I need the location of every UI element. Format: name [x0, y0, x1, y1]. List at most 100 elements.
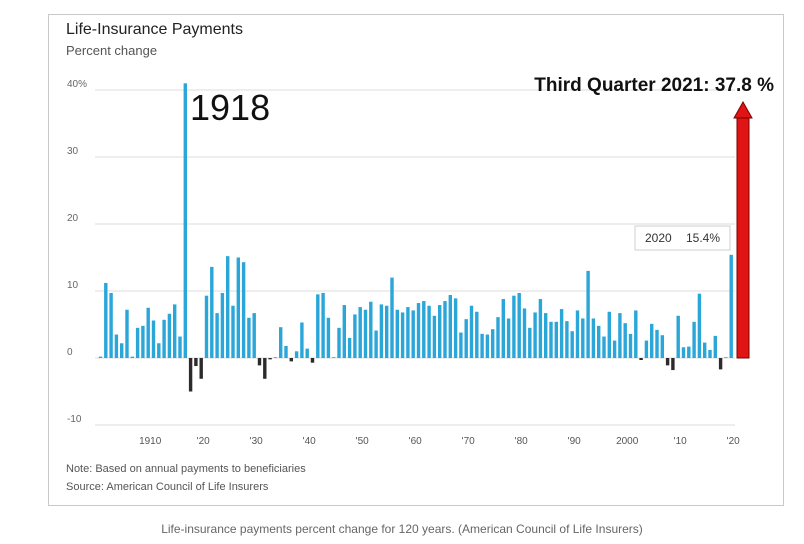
bar-1998 [612, 340, 617, 358]
bar-1908 [135, 327, 140, 358]
bar-1958 [400, 312, 405, 358]
bar-2012 [687, 346, 691, 358]
bar-1973 [480, 333, 484, 358]
bar-1926 [231, 305, 235, 358]
bar-1950 [358, 307, 362, 358]
y-tick-label: 0 [67, 347, 73, 358]
bar-1976 [496, 317, 500, 358]
bar-1994 [591, 318, 596, 358]
bar-1981 [522, 308, 527, 358]
bar-1954 [379, 304, 384, 358]
bar-1943 [321, 293, 325, 358]
chart-note: Note: Based on annual payments to benefi… [66, 463, 306, 475]
bar-1999 [618, 313, 622, 358]
bar-2000 [623, 323, 627, 358]
x-tick-label: '10 [674, 436, 687, 447]
bar-1925 [226, 256, 230, 358]
bar-2008 [665, 358, 670, 366]
bar-1986 [549, 321, 553, 358]
bar-1915 [173, 304, 177, 358]
bar-1964 [432, 315, 437, 358]
bar-1983 [533, 312, 537, 358]
x-tick-label: '20 [197, 436, 210, 447]
bar-1935 [279, 327, 283, 358]
bar-1957 [395, 309, 399, 358]
bar-2003 [639, 358, 643, 361]
bar-1972 [475, 311, 479, 358]
bar-1904 [114, 334, 119, 358]
bar-1967 [448, 295, 452, 358]
bar-1949 [353, 314, 357, 358]
bar-1974 [485, 334, 490, 358]
bar-2002 [634, 310, 638, 358]
bar-2011 [681, 347, 686, 358]
bar-1969 [459, 332, 463, 358]
bar-1978 [506, 318, 511, 358]
bar-1921 [204, 295, 209, 358]
bar-1903 [109, 293, 113, 358]
bar-2014 [697, 293, 702, 358]
chart-title: Life-Insurance Payments [66, 21, 243, 38]
bar-1992 [581, 318, 585, 358]
bar-1907 [130, 356, 134, 358]
bar-1960 [411, 310, 415, 358]
x-tick-label: '50 [356, 436, 369, 447]
bar-1916 [178, 336, 182, 358]
bar-1929 [247, 317, 251, 358]
bar-1939 [300, 322, 304, 358]
bar-1990 [570, 331, 574, 358]
bar-1989 [565, 321, 569, 358]
x-tick-label: '90 [568, 436, 581, 447]
bar-1945 [332, 357, 336, 358]
bar-1982 [528, 327, 532, 358]
bar-1947 [342, 305, 346, 358]
x-tick-label: '30 [250, 436, 263, 447]
bar-1970 [464, 319, 468, 358]
bar-1944 [326, 317, 331, 358]
tooltip-year: 2020 [645, 231, 672, 245]
bar-1975 [491, 329, 495, 358]
bar-1956 [390, 277, 394, 358]
bar-1984 [538, 299, 543, 358]
bar-2015 [703, 342, 707, 358]
headline-annotation: Third Quarter 2021: 37.8 % [534, 75, 774, 96]
bar-2019 [724, 357, 728, 358]
bar-1971 [469, 305, 474, 358]
y-tick-label: 30 [67, 146, 79, 157]
bar-1905 [120, 343, 124, 358]
chart-source: Source: American Council of Life Insurer… [66, 481, 269, 493]
bar-1917 [183, 83, 187, 359]
bar-2004 [644, 340, 649, 358]
bar-1965 [438, 305, 442, 358]
bar-1966 [443, 301, 447, 358]
bar-1991 [575, 310, 580, 358]
bar-1906 [125, 309, 129, 358]
bar-1985 [544, 313, 548, 358]
bar-1914 [167, 313, 172, 358]
bar-1919 [194, 358, 198, 367]
bar-2020 [729, 254, 733, 358]
chart-frame [48, 14, 784, 506]
bar-1941 [310, 358, 315, 363]
bar-1963 [427, 305, 431, 358]
bar-1928 [241, 262, 246, 358]
bar-1979 [512, 295, 516, 358]
bar-2005 [650, 323, 654, 358]
bar-1951 [363, 309, 368, 358]
value-tooltip: 2020 15.4% [634, 225, 731, 251]
tick-labels: -10 0 10 20 30 40% 1910 '20 '30 '40 '50 '60 '70 '80 '9… [67, 79, 740, 447]
x-tick-label: '70 [462, 436, 475, 447]
bar-1931 [257, 358, 262, 366]
bar-1918 [188, 358, 193, 392]
bar-1923 [215, 313, 219, 358]
bar-1934 [273, 357, 278, 358]
bar-1988 [559, 309, 564, 358]
bar-1987 [554, 321, 558, 358]
bar-1942 [316, 294, 320, 358]
bar-1913 [162, 319, 166, 358]
bar-1952 [369, 301, 373, 358]
bar-1993 [586, 270, 590, 358]
bar-1995 [597, 325, 601, 358]
bar-1955 [385, 305, 389, 358]
